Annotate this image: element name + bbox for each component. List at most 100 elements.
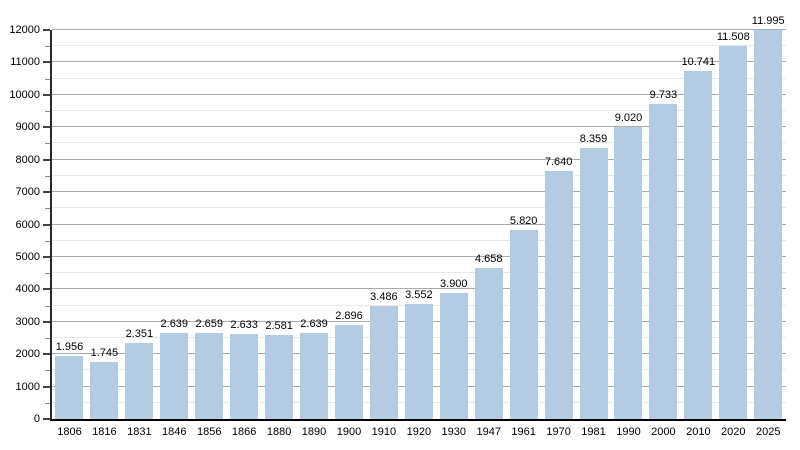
y-axis-tick <box>45 370 50 372</box>
minor-gridline <box>52 174 786 176</box>
x-axis-year-label: 2000 <box>651 426 676 438</box>
x-axis-year-label: 1806 <box>57 426 82 438</box>
bar <box>55 355 84 419</box>
bar-value-label: 1.956 <box>55 340 84 353</box>
plot-area: 0 1000 2000 3000 4000 5000 6000 7000 8000 9000 100… <box>9 15 786 438</box>
bar-value-label: 11.508 <box>716 30 750 43</box>
y-axis-tick <box>43 158 50 161</box>
major-gridline <box>52 288 786 290</box>
y-axis-tick <box>43 191 50 194</box>
minor-gridline <box>52 77 786 79</box>
bar-slot: 2.659 1856 <box>195 318 224 438</box>
bar <box>474 268 503 419</box>
bar-slot: 5.820 1961 <box>509 215 538 438</box>
bar-value-label: 3.486 <box>370 291 398 303</box>
bar <box>719 45 748 419</box>
y-axis-tick-label: 3000 <box>15 315 40 328</box>
bar-slot: 3.486 1910 <box>369 291 398 438</box>
bar-slot: 7.640 1970 <box>544 156 573 438</box>
bar <box>90 362 119 419</box>
y-axis-tick <box>45 240 50 242</box>
y-axis-tick-label: 6000 <box>15 218 40 231</box>
bar-value-label: 11.995 <box>751 15 785 28</box>
bar-slot: 3.900 1930 <box>439 278 468 438</box>
bar-value-label: 8.359 <box>579 133 608 146</box>
bar-slot: 2.639 1890 <box>300 318 329 438</box>
bar-slot: 2.351 1831 <box>125 328 154 438</box>
x-axis-year-label: 1831 <box>127 426 152 438</box>
bar <box>509 230 538 419</box>
bar-slot: 8.359 1981 <box>579 133 608 438</box>
bar-value-label: 1.745 <box>90 347 119 360</box>
bar-value-label: 2.581 <box>265 320 293 333</box>
bars-container: 1.956 1806 1.745 1816 2.351 1831 2.639 1846 2.65… <box>52 15 786 438</box>
bar <box>754 30 783 419</box>
x-axis-year-label: 1866 <box>231 426 257 438</box>
y-axis-tick <box>43 320 50 323</box>
x-axis-year-label: 1880 <box>266 426 292 438</box>
bar <box>404 303 433 419</box>
bar <box>300 333 329 419</box>
bar-slot: 1.956 1806 <box>55 341 84 438</box>
bar-slot: 9.020 1990 <box>614 112 643 438</box>
bar-value-label: 2.639 <box>160 318 189 331</box>
bar <box>160 333 189 419</box>
bar-slot: 2.633 1866 <box>230 319 259 438</box>
y-axis-tick <box>43 255 50 258</box>
y-axis-tick-label: 8000 <box>15 153 40 166</box>
bar <box>614 126 643 419</box>
minor-gridline <box>52 239 786 241</box>
y-axis-tick <box>45 337 50 339</box>
bar <box>439 292 468 419</box>
x-axis-year-label: 2025 <box>755 426 781 438</box>
bar-value-label: 4.658 <box>474 253 503 266</box>
x-axis-year-label: 1981 <box>581 426 606 438</box>
bar-value-label: 5.820 <box>509 215 538 228</box>
bar-value-label: 3.900 <box>440 277 468 290</box>
y-axis-tick <box>45 46 50 48</box>
bar <box>544 171 573 419</box>
y-axis-tick <box>43 93 50 96</box>
y-axis-tick-label: 7000 <box>15 186 40 199</box>
y-axis-tick <box>45 402 50 404</box>
bar-slot: 2.581 1880 <box>265 320 294 438</box>
y-axis-tick <box>43 126 50 129</box>
x-axis-year-label: 1990 <box>616 426 641 438</box>
y-axis-tick-label: 10000 <box>9 88 40 101</box>
y-axis-tick <box>43 29 50 31</box>
x-axis-year-label: 1816 <box>92 426 117 438</box>
y-axis-tick <box>45 111 50 113</box>
minor-gridline <box>52 272 786 274</box>
x-axis-year-label: 2010 <box>686 426 711 438</box>
y-axis-tick <box>45 305 50 307</box>
y-axis-tick-label: 2000 <box>15 348 40 361</box>
minor-gridline <box>52 142 786 144</box>
y-axis-tick <box>43 353 50 356</box>
bar-slot: 11.508 2020 <box>717 31 750 438</box>
bar-slot: 9.733 2000 <box>649 89 678 438</box>
bar <box>684 70 713 419</box>
y-axis-tick <box>43 223 50 226</box>
y-axis-tick-label: 4000 <box>15 283 40 296</box>
major-gridline <box>52 126 786 128</box>
x-axis-year-label: 1947 <box>476 426 501 438</box>
y-axis-tick <box>45 78 50 80</box>
x-axis-year-label: 2020 <box>721 426 746 438</box>
bar-slot: 2.639 1846 <box>160 318 189 438</box>
bar-value-label: 2.639 <box>300 318 328 331</box>
y-axis-tick <box>45 208 50 210</box>
bar <box>334 325 363 419</box>
bar-value-label: 2.659 <box>195 317 223 330</box>
x-axis-year-label: 1961 <box>511 426 536 438</box>
major-gridline <box>52 29 786 30</box>
x-axis-year-label: 1900 <box>336 426 362 438</box>
bar <box>369 306 398 419</box>
bar-value-label: 7.640 <box>544 156 573 169</box>
y-axis-tick <box>43 385 50 388</box>
x-axis-year-label: 1890 <box>301 426 327 438</box>
bar <box>265 335 294 419</box>
y-axis-tick-label: 5000 <box>15 250 40 263</box>
bar-value-label: 9.733 <box>649 88 678 101</box>
major-gridline <box>52 191 786 193</box>
